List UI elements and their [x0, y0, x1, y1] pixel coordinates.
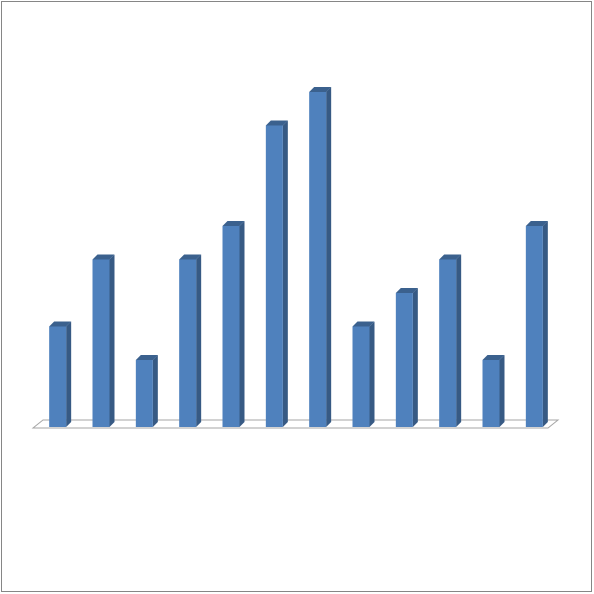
bar-top	[309, 87, 332, 92]
bar-side	[456, 254, 462, 427]
bar-top	[92, 254, 115, 260]
bar	[49, 321, 72, 427]
bar-side	[239, 221, 245, 427]
bar	[222, 221, 245, 427]
bar-front	[352, 326, 370, 427]
bar	[135, 355, 158, 427]
bar-front	[395, 293, 413, 427]
bar-side	[369, 321, 375, 427]
bar	[179, 254, 202, 427]
bar-top	[135, 355, 158, 360]
bar	[92, 254, 115, 427]
bar-front	[135, 360, 153, 427]
bar-top	[482, 355, 505, 360]
bar-side	[542, 221, 548, 427]
bar-top	[395, 288, 418, 293]
bar-side	[109, 254, 115, 427]
bar	[525, 221, 548, 427]
bar-front	[525, 226, 543, 427]
bar-front	[482, 360, 500, 427]
bar	[439, 254, 462, 427]
bar	[352, 321, 375, 427]
bar-top	[525, 221, 548, 226]
bar-top	[265, 120, 288, 126]
bar-top	[222, 221, 245, 226]
bar-side	[412, 288, 418, 427]
bar-side	[196, 254, 202, 427]
bar-front	[439, 259, 457, 427]
bar-front	[92, 259, 110, 427]
bar-front	[179, 259, 197, 427]
bar-side	[282, 120, 288, 427]
bar-front	[309, 92, 327, 427]
bar	[482, 355, 505, 427]
bar-front	[265, 125, 283, 427]
floor	[31, 419, 560, 429]
bar-front	[49, 326, 67, 427]
bar-top	[49, 321, 72, 327]
bar	[395, 288, 418, 427]
bar-top	[439, 254, 462, 260]
bar	[309, 87, 332, 427]
bar-side	[326, 87, 332, 427]
bar-side	[66, 321, 72, 427]
bar-front	[222, 226, 240, 427]
bar-top	[179, 254, 202, 260]
bar-side	[499, 355, 505, 427]
bar-side	[152, 355, 158, 427]
bar	[265, 120, 288, 427]
bar-top	[352, 321, 375, 327]
